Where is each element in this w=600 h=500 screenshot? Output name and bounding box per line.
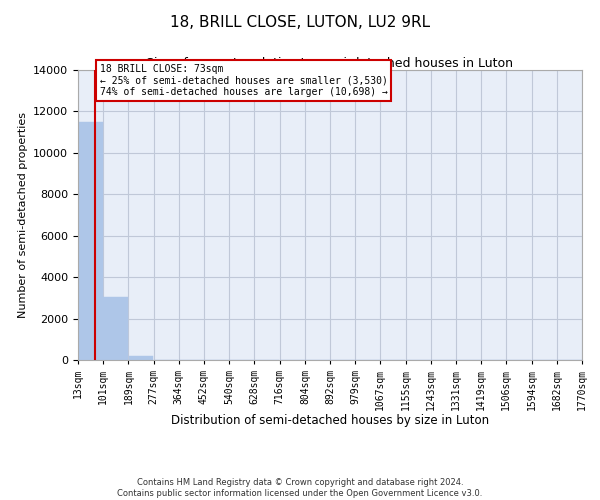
Y-axis label: Number of semi-detached properties: Number of semi-detached properties bbox=[17, 112, 28, 318]
Text: Contains HM Land Registry data © Crown copyright and database right 2024.
Contai: Contains HM Land Registry data © Crown c… bbox=[118, 478, 482, 498]
X-axis label: Distribution of semi-detached houses by size in Luton: Distribution of semi-detached houses by … bbox=[171, 414, 489, 428]
Title: Size of property relative to semi-detached houses in Luton: Size of property relative to semi-detach… bbox=[146, 57, 514, 70]
Bar bbox=[78, 122, 103, 360]
Text: 18 BRILL CLOSE: 73sqm
← 25% of semi-detached houses are smaller (3,530)
74% of s: 18 BRILL CLOSE: 73sqm ← 25% of semi-deta… bbox=[100, 64, 388, 97]
Bar bbox=[129, 356, 154, 360]
Bar bbox=[103, 297, 128, 360]
Text: 18, BRILL CLOSE, LUTON, LU2 9RL: 18, BRILL CLOSE, LUTON, LU2 9RL bbox=[170, 15, 430, 30]
